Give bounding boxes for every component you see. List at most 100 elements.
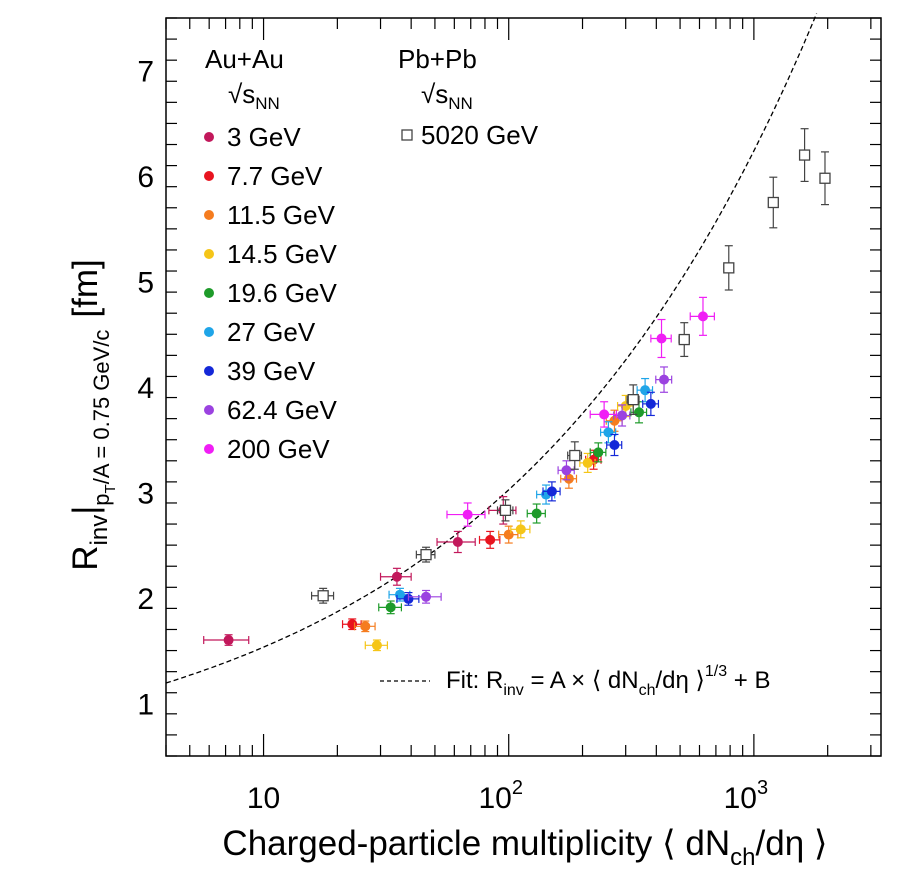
data-point	[378, 600, 403, 615]
legend-marker-27-gev	[204, 327, 214, 337]
point-marker	[563, 473, 574, 484]
point-marker	[546, 486, 557, 497]
point-marker	[503, 529, 514, 540]
legend-label-3-gev: 3 GeV	[227, 122, 301, 152]
data-point	[589, 401, 618, 428]
y-tick-label: 1	[137, 688, 154, 721]
plot-frame	[165, 17, 882, 757]
point-marker	[609, 439, 620, 450]
point-marker	[697, 311, 708, 322]
data-point	[510, 520, 531, 539]
data-point	[446, 502, 486, 527]
data-point	[567, 441, 583, 470]
data-point	[678, 322, 690, 358]
y-tick-label: 3	[137, 477, 154, 510]
x-tick-label: 102	[478, 777, 522, 815]
fit-curve-layer	[165, 13, 818, 684]
axis-ticks: 1 2 3 4 5 6 7 10 102 103	[137, 17, 881, 815]
x-axis-title: Charged-particle multiplicity ⟨ dNch/dη …	[222, 824, 827, 871]
point-marker	[569, 449, 581, 462]
point-marker	[485, 534, 496, 545]
legend-marker-3-gev	[204, 132, 214, 142]
series-19-6-gev	[378, 401, 648, 615]
data-point	[798, 128, 811, 183]
point-marker	[462, 509, 473, 520]
legend-marker-62-4-gev	[204, 405, 214, 415]
point-marker	[317, 590, 329, 602]
point-marker	[347, 619, 358, 630]
point-marker	[634, 407, 645, 418]
point-marker	[593, 447, 604, 458]
series-5020-gev	[310, 128, 831, 604]
point-marker	[582, 457, 593, 468]
data-point	[767, 176, 779, 229]
y-tick-label: 5	[137, 267, 154, 300]
point-marker	[385, 602, 396, 613]
legend-marker-39-gev	[204, 366, 214, 376]
point-marker	[617, 410, 628, 421]
x-tick-label: 103	[724, 777, 769, 815]
fit-curve	[165, 13, 818, 684]
point-marker	[531, 508, 542, 519]
point-marker	[391, 571, 402, 582]
data-point	[642, 391, 660, 417]
point-marker	[659, 374, 670, 385]
data-point	[526, 503, 546, 524]
point-marker	[640, 385, 651, 396]
legend-label-19-6-gev: 19.6 GeV	[227, 278, 338, 308]
data-point	[203, 634, 250, 646]
point-marker	[678, 333, 690, 346]
point-marker	[656, 333, 667, 344]
y-tick-label: 4	[137, 372, 154, 405]
data-point	[613, 404, 631, 427]
legend-marker-200-gev	[204, 444, 214, 454]
series-62-4-gev	[407, 366, 673, 604]
data-point	[379, 567, 412, 586]
data-point	[353, 620, 376, 633]
point-marker	[723, 262, 735, 274]
y-tick-label: 2	[137, 583, 154, 616]
series-200-gev	[446, 296, 715, 527]
legend-label-27-gev: 27 GeV	[227, 317, 316, 347]
point-marker	[819, 172, 831, 184]
data-point	[341, 618, 362, 631]
data-point	[589, 442, 607, 463]
point-marker	[371, 640, 382, 651]
y-tick-label: 6	[137, 161, 154, 194]
series-7-7-gev	[341, 449, 602, 631]
legend-auau-entries: 3 GeV 7.7 GeV 11.5 GeV 14.5 GeV 19.6 GeV 27 G…	[204, 122, 338, 464]
point-marker	[223, 635, 234, 646]
point-marker	[767, 196, 779, 209]
series-39-gev	[396, 391, 660, 606]
point-marker	[603, 427, 614, 438]
legend-label-62-4-gev: 62.4 GeV	[227, 395, 338, 425]
legend-label-200-gev: 200 GeV	[227, 434, 330, 464]
data-point	[496, 499, 514, 522]
series-11-5-gev	[353, 409, 623, 633]
legend-marker-5020-gev	[401, 129, 413, 141]
point-marker	[420, 548, 432, 561]
legend-label-11-5-gev: 11.5 GeV	[227, 200, 336, 230]
data-point	[626, 384, 640, 416]
data-point	[415, 546, 436, 563]
x-tick-label: 10	[247, 782, 280, 815]
data-point	[557, 460, 575, 481]
data-point	[478, 530, 501, 549]
data-point	[364, 639, 389, 652]
data-point	[655, 366, 673, 393]
legend-marker-19-6-gev	[204, 288, 214, 298]
legend-marker-11-5-gev	[204, 210, 214, 220]
series-14-5-gev	[364, 394, 634, 652]
legend-pbpb-title: Pb+Pb	[398, 44, 477, 74]
legend-label-7-7-gev: 7.7 GeV	[227, 161, 323, 191]
legend-auau-energy: √sNN	[228, 79, 280, 113]
data-point	[723, 245, 735, 291]
y-tick-label: 7	[137, 56, 154, 89]
point-marker	[599, 409, 610, 420]
legend-marker-14-5-gev	[204, 249, 214, 259]
point-marker	[645, 398, 656, 409]
legend-label-39-gev: 39 GeV	[227, 356, 316, 386]
point-marker	[421, 591, 432, 602]
data-point	[498, 525, 519, 544]
